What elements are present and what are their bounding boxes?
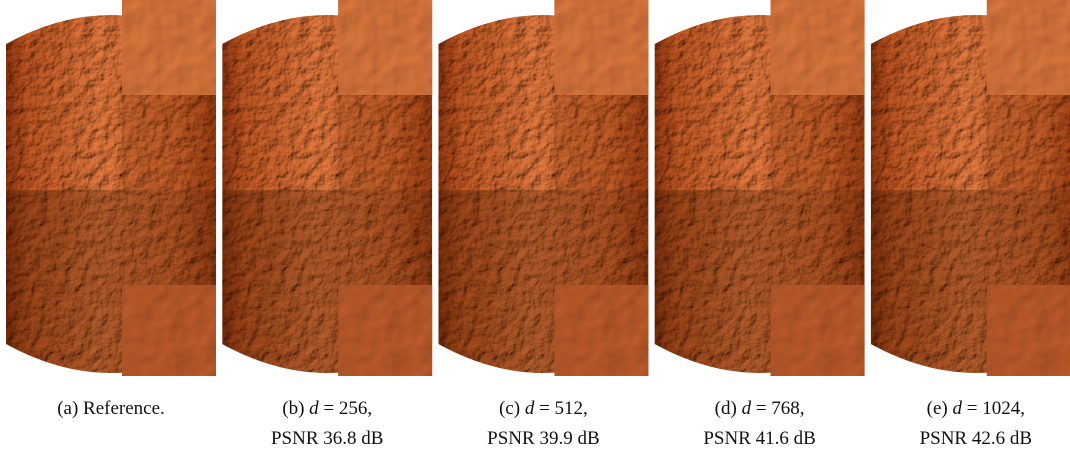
zoom-inset-bottom [122, 285, 216, 376]
render-panel [216, 0, 438, 400]
mid-band [771, 95, 871, 190]
caption-symbol: d [520, 398, 535, 419]
caption: (b) d = 256, [282, 398, 372, 419]
caption-psnr: PSNR 39.9 dB [487, 428, 599, 449]
caption-psnr: PSNR 41.6 dB [703, 428, 815, 449]
render-panel [649, 0, 871, 400]
zoom-inset-top [771, 0, 865, 95]
mid-band [554, 95, 654, 190]
zoom-inset-top [554, 0, 648, 95]
caption: (a) Reference. [57, 398, 165, 419]
caption-setting: = 768, [751, 398, 804, 419]
caption-setting: = 512, [534, 398, 587, 419]
render-panel [865, 0, 1070, 400]
caption: (e) d = 1024, [927, 398, 1025, 419]
zoom-inset-bottom [771, 285, 865, 376]
caption-setting: = 1024, [962, 398, 1025, 419]
caption-psnr: PSNR 42.6 dB [920, 428, 1032, 449]
zoom-inset-top [338, 0, 432, 95]
zoom-inset-bottom [338, 285, 432, 376]
zoom-inset-top [122, 0, 216, 95]
caption-label: (d) [715, 398, 737, 419]
caption-label: (e) [927, 398, 948, 419]
zoom-inset-top [987, 0, 1070, 95]
caption-label: (c) [499, 398, 520, 419]
figure: (a) Reference. (b) d = 256, PSNR 36.8 dB (c… [0, 0, 1070, 453]
render-panel [0, 0, 222, 400]
mid-band [122, 95, 222, 190]
render-panel [432, 0, 654, 400]
mid-band [338, 95, 438, 190]
zoom-inset-bottom [987, 285, 1070, 376]
caption-label: (b) [282, 398, 304, 419]
caption-setting: = 256, [319, 398, 372, 419]
caption-symbol: d [304, 398, 319, 419]
caption-symbol: d [948, 398, 963, 419]
caption: (d) d = 768, [715, 398, 805, 419]
caption-symbol: d [737, 398, 752, 419]
caption-psnr: PSNR 36.8 dB [271, 428, 383, 449]
caption: (c) d = 512, [499, 398, 588, 419]
mid-band [987, 95, 1070, 190]
zoom-inset-bottom [554, 285, 648, 376]
